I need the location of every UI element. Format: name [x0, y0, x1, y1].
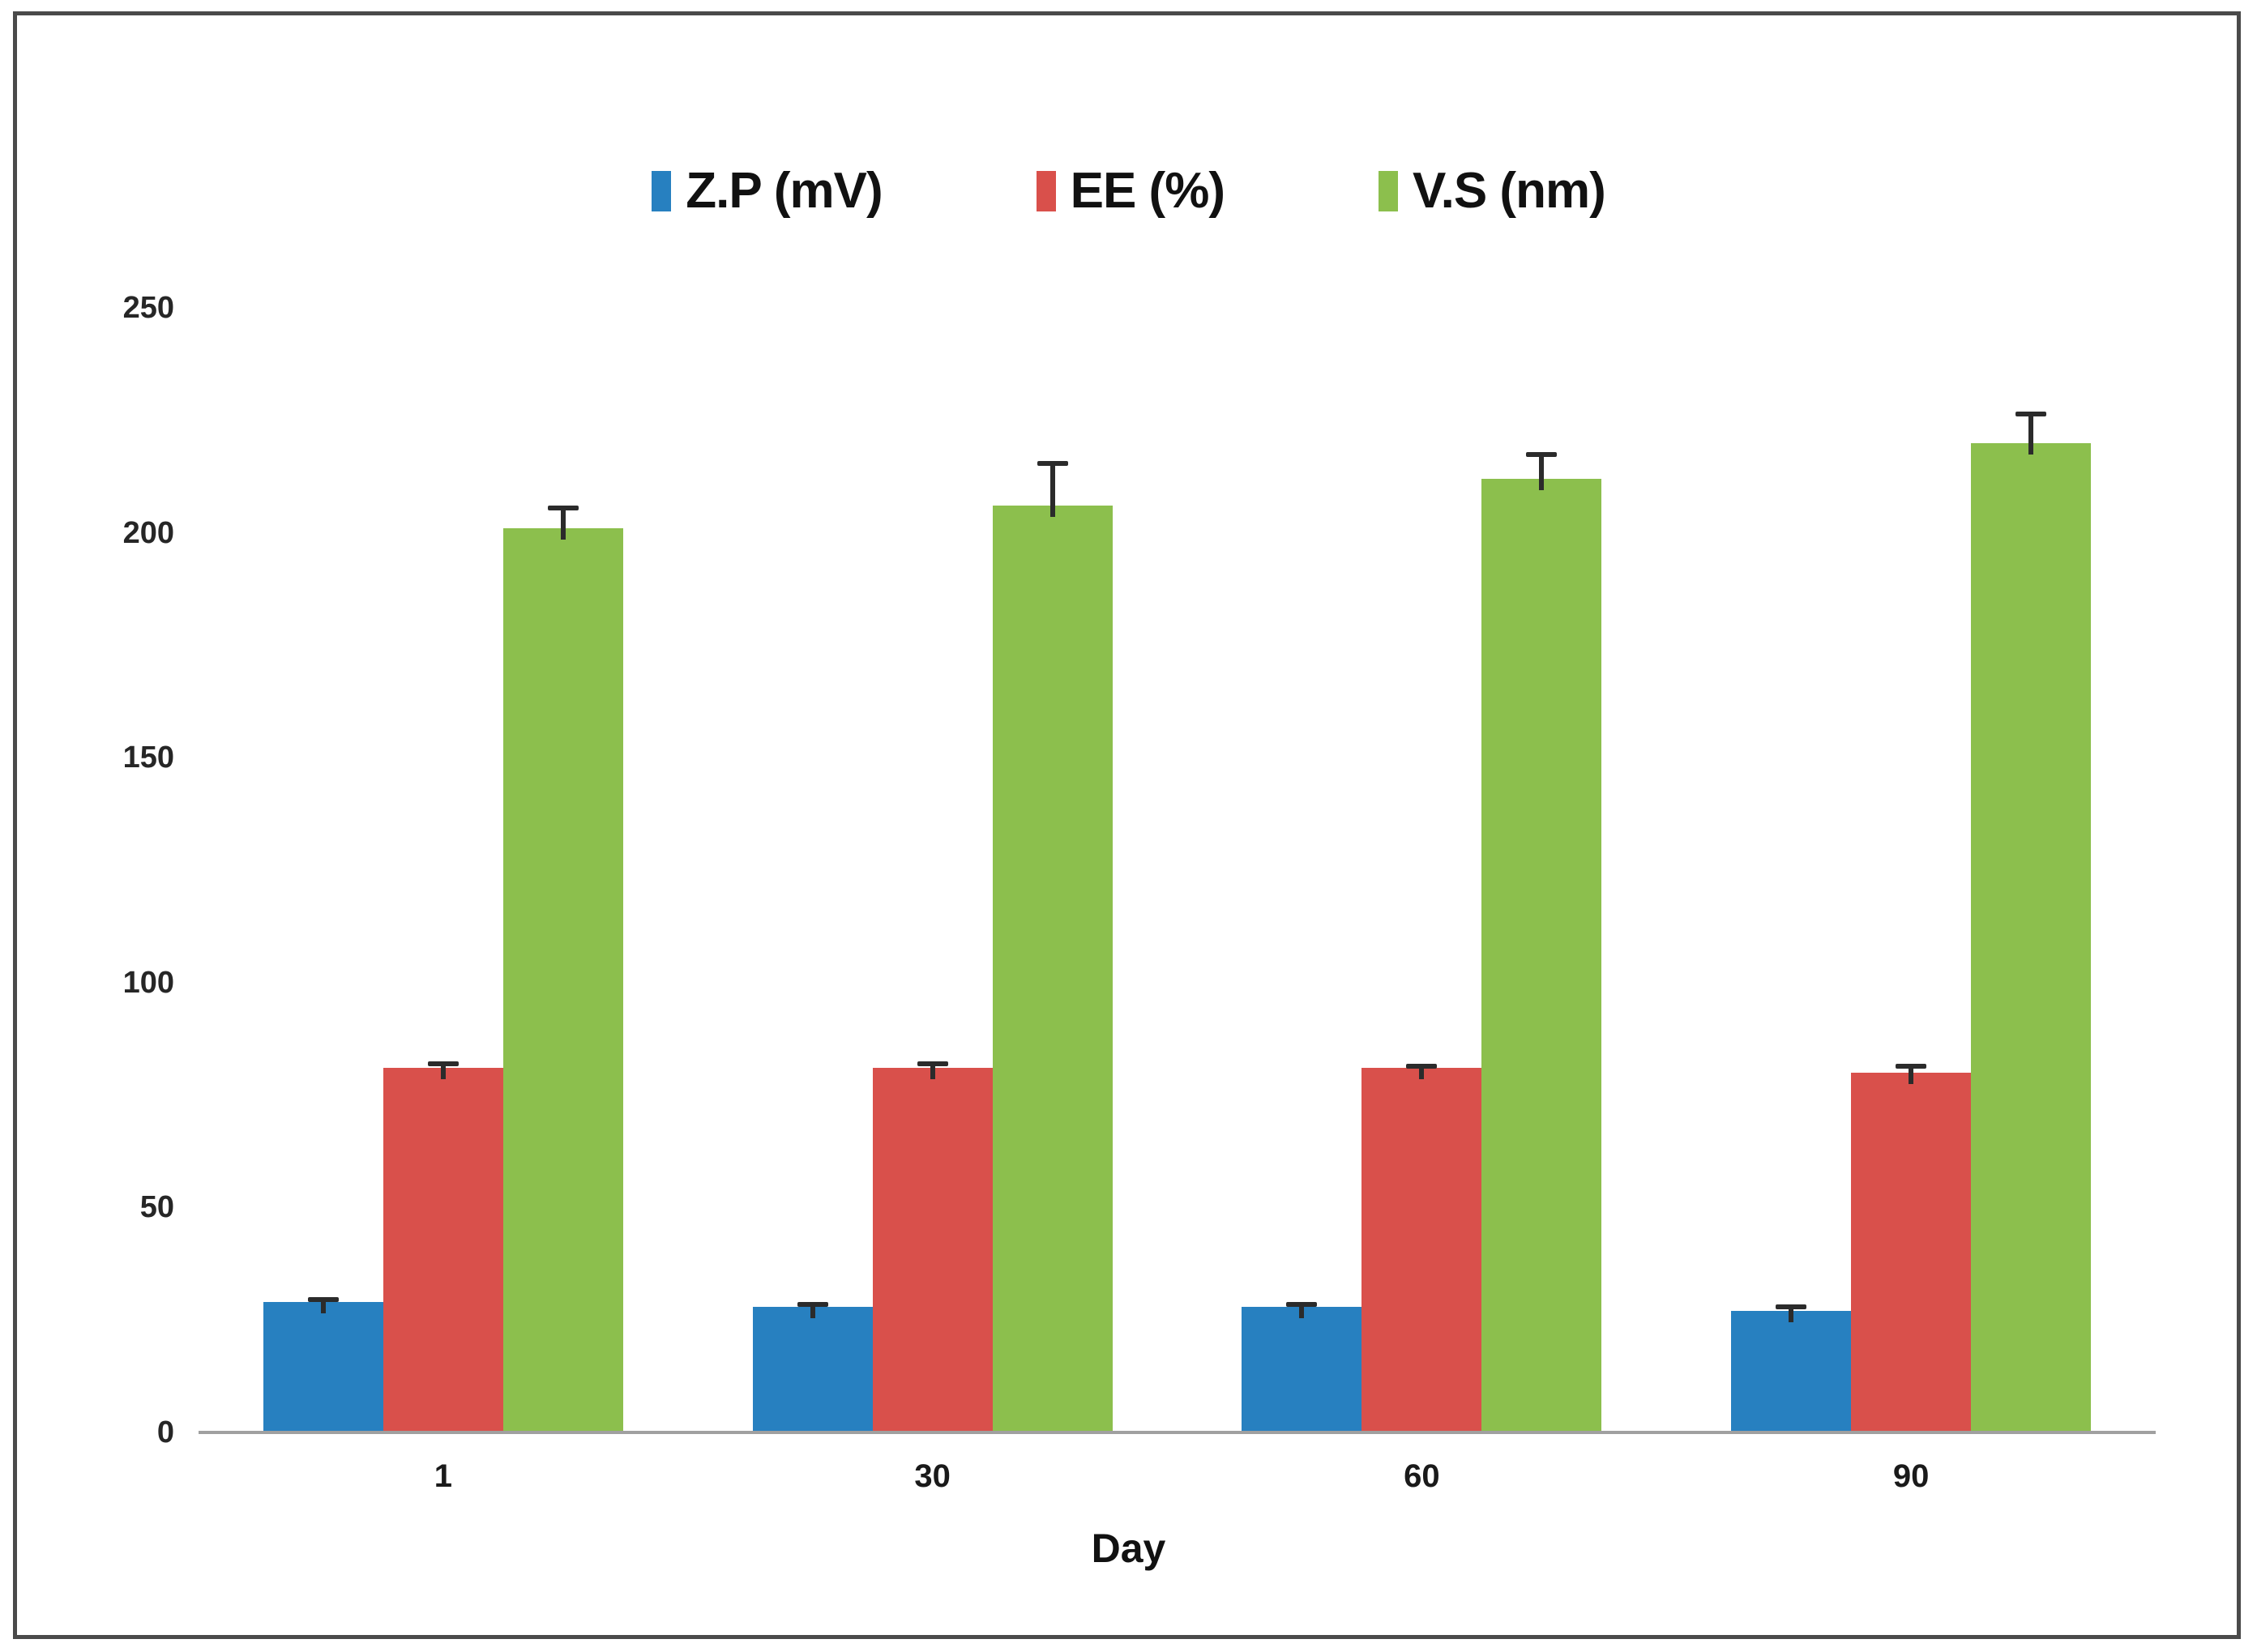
bar-zp-day-90: [1731, 1304, 1852, 1432]
y-tick-0: 0: [156, 1415, 174, 1449]
error-bar-stem: [810, 1304, 815, 1318]
error-bar-cap: [427, 1061, 459, 1066]
legend-label-zp: Z.P (mV): [686, 163, 883, 219]
bar-ee-day-60: [1361, 1063, 1482, 1432]
y-tick-200: 200: [122, 515, 174, 550]
error-bar-cap: [917, 1061, 948, 1066]
legend-swatch-blue: [652, 170, 672, 211]
bar-fill: [752, 1306, 873, 1432]
bar-fill: [383, 1068, 503, 1432]
x-axis-title: Day: [1091, 1526, 1166, 1571]
error-bar-stem: [1539, 453, 1545, 490]
legend-swatch-red: [1036, 170, 1056, 211]
legend-item-zp: Z.P (mV): [652, 162, 883, 220]
x-tick-day-90: 90: [1892, 1458, 1930, 1494]
y-tick-100: 100: [122, 965, 174, 1000]
error-bar-cap: [1286, 1302, 1318, 1307]
bar-group-day-90: [1666, 308, 2156, 1432]
error-bar-stem: [1049, 462, 1055, 518]
error-bar-stem: [1419, 1065, 1425, 1080]
bar-vs-day-90: [1971, 411, 2092, 1432]
bar-fill: [1731, 1311, 1852, 1432]
x-tick-day-1: 1: [434, 1458, 452, 1494]
y-tick-50: 50: [139, 1190, 174, 1225]
error-bar: [1242, 1302, 1361, 1318]
bar-fill: [1481, 478, 1602, 1432]
error-bar-cap: [1406, 1063, 1438, 1069]
bar-fill: [502, 528, 623, 1432]
legend-swatch-green: [1378, 170, 1398, 211]
error-bar: [1731, 1304, 1851, 1323]
y-tick-250: 250: [122, 291, 174, 325]
bar-zp-day-30: [752, 1302, 873, 1432]
bar-ee-day-30: [872, 1061, 993, 1432]
legend-item-vs: V.S (nm): [1378, 162, 1606, 220]
error-bar-cap: [1776, 1304, 1807, 1309]
x-tick-day-30: 30: [914, 1458, 951, 1494]
error-bar-cap: [1896, 1063, 1927, 1069]
bar-vs-day-1: [502, 506, 623, 1432]
legend-item-ee: EE (%): [1036, 162, 1225, 220]
bar-fill: [263, 1302, 383, 1432]
bar-vs-day-30: [992, 460, 1113, 1432]
bar-ee-day-90: [1851, 1063, 1972, 1432]
bar-fill: [992, 506, 1113, 1432]
error-bar: [383, 1061, 503, 1080]
error-bar-cap: [547, 506, 579, 511]
error-bar: [1481, 451, 1601, 490]
error-bar: [1361, 1063, 1481, 1080]
error-bar-stem: [440, 1062, 446, 1080]
y-tick-150: 150: [122, 741, 174, 775]
error-bar-stem: [1909, 1065, 1914, 1084]
error-bar-stem: [930, 1062, 935, 1080]
bar-zp-day-1: [263, 1297, 383, 1432]
chart-legend: Z.P (mV) EE (%) V.S (nm): [0, 162, 2257, 220]
bar-group-day-30: [688, 308, 1178, 1432]
bar-ee-day-1: [383, 1061, 503, 1432]
error-bar-cap: [797, 1302, 828, 1307]
legend-label-vs: V.S (nm): [1412, 163, 1606, 219]
error-bar-cap: [307, 1297, 339, 1303]
bar-fill: [872, 1068, 993, 1432]
error-bar: [263, 1297, 383, 1313]
bar-fill: [1361, 1068, 1482, 1432]
error-bar: [873, 1061, 993, 1080]
bar-fill: [1971, 442, 2092, 1432]
error-bar: [503, 506, 623, 540]
error-bar: [753, 1302, 873, 1318]
error-bar: [993, 460, 1113, 518]
error-bar-stem: [1789, 1305, 1794, 1323]
bar-group-day-60: [1178, 308, 1667, 1432]
error-bar-cap: [2015, 411, 2047, 416]
bar-fill: [1242, 1306, 1362, 1432]
x-axis-line: [199, 1431, 2156, 1434]
error-bar: [1851, 1063, 1971, 1084]
error-bar: [1971, 411, 2091, 455]
error-bar-stem: [1299, 1304, 1305, 1318]
error-bar-stem: [560, 507, 566, 540]
bar-vs-day-60: [1481, 451, 1602, 1432]
bar-group-day-1: [199, 308, 688, 1432]
bar-fill: [1851, 1072, 1972, 1432]
error-bar-stem: [2028, 412, 2034, 455]
bar-zp-day-60: [1242, 1302, 1362, 1432]
error-bar-cap: [1037, 460, 1068, 466]
error-bar-cap: [1526, 451, 1558, 457]
x-tick-day-60: 60: [1404, 1458, 1440, 1494]
legend-label-ee: EE (%): [1070, 163, 1225, 219]
plot-area: [199, 308, 2156, 1432]
error-bar-stem: [320, 1299, 326, 1313]
